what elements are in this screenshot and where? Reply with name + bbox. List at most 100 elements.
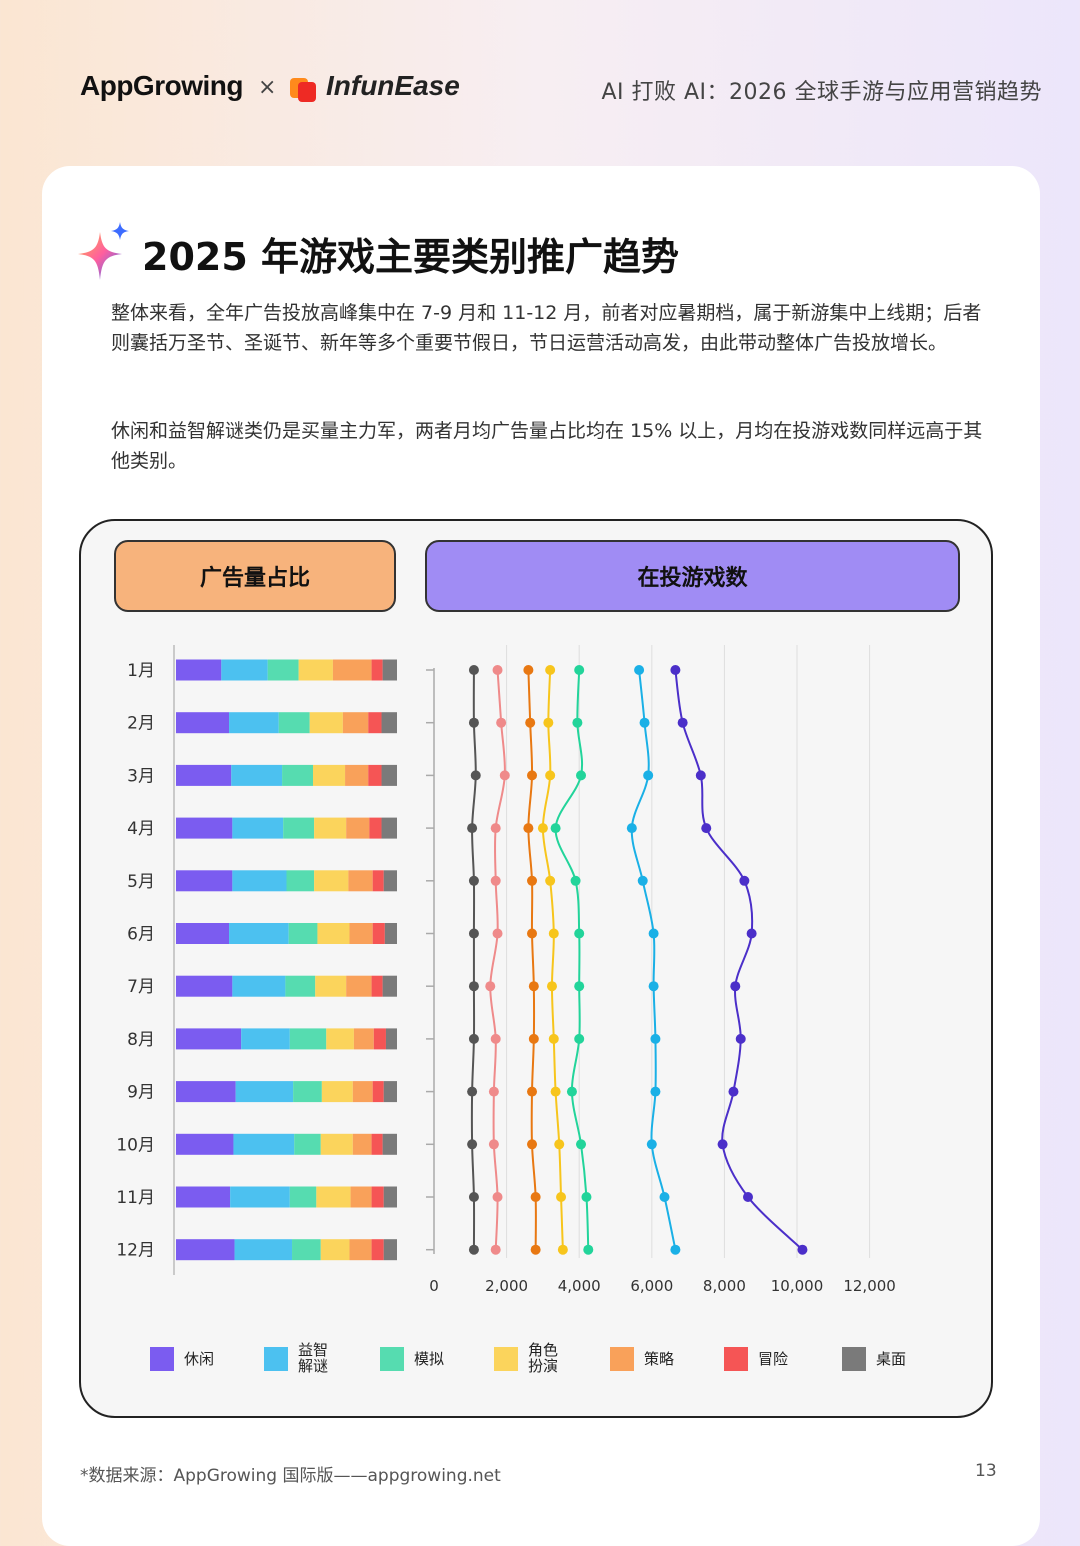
bar-segment — [267, 659, 299, 681]
bar-segment — [294, 1133, 321, 1155]
bar-segment — [286, 870, 315, 892]
bar-segment — [383, 1186, 397, 1208]
data-point — [467, 823, 478, 834]
bar-segment — [234, 1239, 293, 1261]
legend-swatch — [724, 1347, 748, 1371]
bar-segment — [316, 1186, 351, 1208]
data-point — [468, 1244, 479, 1255]
legend-swatch — [380, 1347, 404, 1371]
data-point — [545, 665, 556, 675]
month-label: 3月 — [127, 766, 155, 786]
legend-swatch — [494, 1347, 518, 1371]
data-point — [634, 665, 645, 675]
appgrowing-logo: AppGrowing — [80, 70, 243, 101]
data-point — [637, 875, 648, 886]
data-point — [492, 665, 503, 675]
bar-segment — [313, 764, 346, 786]
data-point — [670, 1244, 681, 1255]
bar-segment — [176, 975, 233, 997]
data-point — [468, 665, 479, 675]
data-point — [574, 1033, 585, 1044]
data-point — [537, 823, 548, 834]
data-point — [499, 770, 510, 781]
data-point — [695, 770, 706, 781]
data-point — [528, 1033, 539, 1044]
bar-segment — [346, 975, 372, 997]
data-point — [468, 1033, 479, 1044]
summary-paragraph: 整体来看，全年广告投放高峰集中在 7-9 月和 11-12 月，前者对应暑期档，… — [111, 302, 982, 354]
data-point — [566, 1086, 577, 1097]
data-point — [659, 1192, 670, 1202]
bar-segment — [176, 1239, 235, 1261]
series-line — [630, 669, 677, 1250]
bar-segment — [229, 712, 279, 734]
legend-label: 角色 扮演 — [528, 1341, 559, 1375]
month-label: 4月 — [127, 819, 155, 839]
page-number: 13 — [975, 1461, 997, 1481]
data-point — [528, 981, 539, 992]
bar-segment — [381, 817, 397, 839]
data-point — [581, 1192, 592, 1202]
bar-segment — [368, 764, 382, 786]
data-point — [717, 1139, 728, 1150]
bar-segment — [293, 1081, 322, 1103]
month-label: 9月 — [127, 1083, 155, 1103]
data-point — [639, 717, 650, 728]
data-point — [527, 928, 538, 939]
bar-segment — [382, 659, 397, 681]
data-point — [670, 665, 681, 675]
data-point — [548, 1033, 559, 1044]
month-label: 2月 — [127, 714, 155, 734]
data-point — [523, 823, 534, 834]
bar-segment — [353, 1028, 374, 1050]
section-title: 2025 年游戏主要类别推广趋势 — [142, 235, 679, 279]
data-point — [574, 928, 585, 939]
bar-segment — [176, 712, 230, 734]
legend-swatch — [842, 1347, 866, 1371]
x-tick-label: 4,000 — [558, 1277, 601, 1295]
bar-segment — [381, 764, 397, 786]
bar-segment — [371, 659, 383, 681]
data-point — [467, 1086, 478, 1097]
bar-segment — [176, 659, 222, 681]
report-title: AI 打败 AI：2026 全球手游与应用营销趋势 — [601, 80, 1042, 105]
bar-segment — [176, 764, 232, 786]
legend-label: 模拟 — [414, 1350, 445, 1368]
data-point — [485, 981, 496, 992]
month-label: 5月 — [127, 872, 155, 892]
bar-segment — [346, 817, 370, 839]
data-point — [527, 1086, 538, 1097]
bar-segment — [176, 870, 233, 892]
bar-segment — [232, 870, 287, 892]
data-point — [545, 770, 556, 781]
bar-segment — [235, 1081, 294, 1103]
data-point — [650, 1086, 661, 1097]
data-point — [677, 717, 688, 728]
month-label: 12月 — [116, 1241, 155, 1261]
legend-label: 休闲 — [184, 1350, 215, 1368]
bar-segment — [229, 923, 289, 944]
data-point — [554, 1139, 565, 1150]
data-point — [525, 717, 536, 728]
bar-segment — [288, 923, 318, 944]
data-point — [490, 1033, 501, 1044]
data-point — [574, 981, 585, 992]
data-point — [576, 1139, 587, 1150]
month-label: 10月 — [116, 1135, 155, 1155]
bar-segment — [349, 1239, 372, 1261]
data-point — [583, 1244, 594, 1255]
bar-segment — [314, 817, 347, 839]
month-label: 11月 — [116, 1188, 155, 1208]
bar-segment — [382, 1133, 397, 1155]
legend-label: 益智 解谜 — [298, 1341, 329, 1375]
bar-segment — [348, 870, 373, 892]
ad-share-header: 广告量占比 — [114, 540, 396, 612]
bar-segment — [317, 923, 350, 944]
bar-segment — [230, 1186, 290, 1208]
bar-segment — [369, 817, 382, 839]
data-point — [527, 770, 538, 781]
series-line — [527, 669, 537, 1250]
x-tick-label: 0 — [429, 1277, 439, 1295]
data-point — [739, 875, 750, 886]
data-point — [523, 665, 534, 675]
